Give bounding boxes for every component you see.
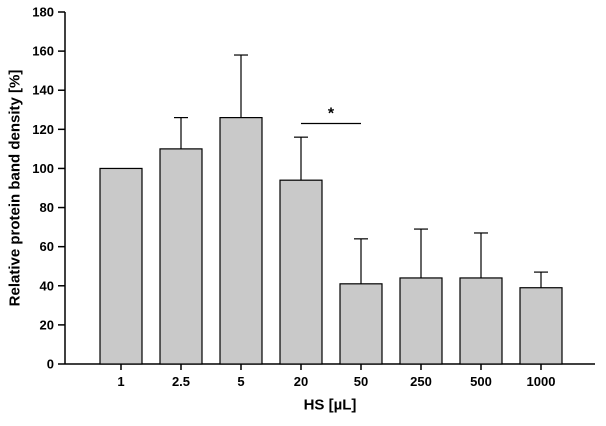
y-tick-label: 80 bbox=[40, 200, 54, 215]
x-tick-label: 250 bbox=[410, 374, 432, 389]
y-tick-label: 120 bbox=[32, 122, 54, 137]
bar bbox=[99, 167, 143, 365]
bar bbox=[159, 148, 203, 365]
bar bbox=[399, 277, 443, 365]
y-tick-label: 40 bbox=[40, 278, 54, 293]
bar bbox=[219, 116, 263, 365]
y-tick-label: 0 bbox=[47, 357, 54, 372]
bar bbox=[519, 287, 563, 365]
x-tick-label: 5 bbox=[237, 374, 244, 389]
x-tick-label: 20 bbox=[294, 374, 308, 389]
y-tick-label: 20 bbox=[40, 317, 54, 332]
x-tick-label: 1 bbox=[117, 374, 124, 389]
bar bbox=[459, 277, 503, 365]
bar bbox=[279, 179, 323, 365]
x-tick-label: 1000 bbox=[527, 374, 556, 389]
y-tick-label: 60 bbox=[40, 239, 54, 254]
x-tick-label: 2.5 bbox=[172, 374, 190, 389]
x-axis-title: HS [µL] bbox=[303, 396, 357, 414]
y-tick-label: 180 bbox=[32, 5, 54, 20]
y-tick-label: 100 bbox=[32, 161, 54, 176]
y-tick-label: 160 bbox=[32, 44, 54, 59]
y-axis-title: Relative protein band density [%] bbox=[6, 69, 24, 307]
bar bbox=[339, 283, 383, 365]
x-tick-label: 500 bbox=[470, 374, 492, 389]
x-tick-label: 50 bbox=[354, 374, 368, 389]
y-tick-label: 140 bbox=[32, 83, 54, 98]
significance-star: * bbox=[328, 105, 335, 122]
